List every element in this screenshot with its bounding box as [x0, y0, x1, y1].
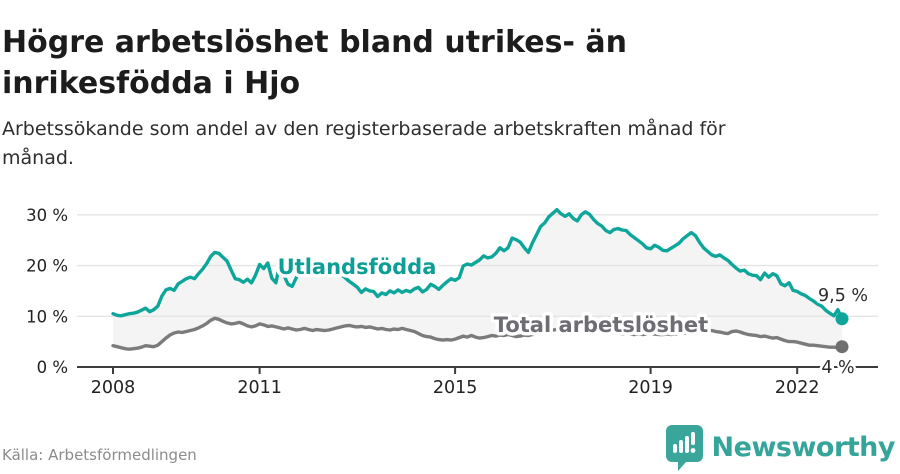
- series-line-utlandsfodda: [111, 208, 844, 321]
- page-title: Högre arbetslöshet bland utrikes- än inr…: [2, 25, 627, 102]
- x-tick-label: 2019: [628, 378, 673, 398]
- x-tick-label: 2015: [433, 378, 478, 398]
- newsworthy-wordmark: Newsworthy: [711, 432, 896, 463]
- series-end-dot-utlandsfodda: [835, 312, 849, 326]
- line-chart: 0 % 10 % 20 % 30 % 2008 2011 2015 2019 2022 Utlan…: [26, 206, 878, 398]
- source-note: Källa: Arbetsförmedlingen: [2, 446, 197, 464]
- series-label-total: Total arbetslöshet: [494, 313, 708, 337]
- x-tick-label: 2022: [775, 378, 820, 398]
- end-value-label-utlandsfodda: 9,5 %: [818, 286, 868, 306]
- y-axis-label: 0 %: [37, 358, 68, 377]
- series-band: [113, 209, 842, 350]
- series-label-utlandsfodda: Utlandsfödda: [278, 255, 437, 279]
- page-subtitle: Arbetssökande som andel av den registerb…: [2, 118, 726, 169]
- y-axis-label: 10 %: [26, 307, 68, 326]
- newsworthy-bubble-icon: [665, 425, 703, 471]
- y-axis-label: 20 %: [26, 257, 68, 276]
- newsworthy-logo: Newsworthy: [664, 424, 896, 471]
- chart-area: 0 % 10 % 20 % 30 % 2008 2011 2015 2019 2022 Utlan…: [0, 190, 900, 412]
- x-tick-label: 2011: [237, 378, 282, 398]
- series-line-total: [111, 316, 844, 351]
- series-end-dot-total: [835, 340, 849, 354]
- end-value-label-total: 4 %: [821, 358, 854, 378]
- x-tick-label: 2008: [91, 378, 136, 398]
- y-axis-label: 30 %: [26, 206, 68, 225]
